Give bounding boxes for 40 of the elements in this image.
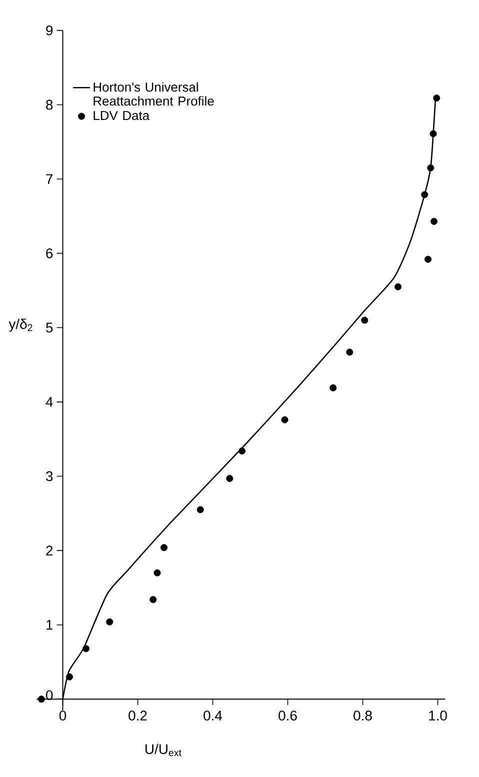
legend-label: Horton's Universal Reattachment Profile <box>94 82 214 106</box>
point <box>281 416 288 424</box>
y-axis-title: y/δ$_{2}$ <box>8 318 32 332</box>
point <box>38 696 45 703</box>
point <box>160 544 168 552</box>
point <box>424 256 432 263</box>
point <box>330 384 337 392</box>
x-tick-label: 0.4 <box>204 710 222 721</box>
x-tick-label: 0.8 <box>354 710 372 721</box>
x-tick-label: 1.0 <box>429 710 447 721</box>
x-axis-title: U/U$_{ext}$ <box>146 744 182 756</box>
y-tick-label: 2 <box>46 546 53 556</box>
y-tick-label: 6 <box>46 248 53 258</box>
x-tick-label: 0 <box>59 710 66 721</box>
y-tick-label: 5 <box>46 322 53 333</box>
point <box>421 191 428 198</box>
y-tick-label: 8 <box>46 100 53 110</box>
y-tick-label: 4 <box>46 397 53 407</box>
y-tick-label: 7 <box>46 174 53 184</box>
x-tick-label: 0.6 <box>278 710 297 721</box>
y-tick-label: 3 <box>46 471 53 482</box>
point <box>226 474 234 482</box>
point <box>346 348 354 356</box>
point <box>433 94 440 102</box>
x-tick-label: 0.2 <box>128 710 147 721</box>
legend-label: LDV Data <box>94 111 150 120</box>
point <box>106 618 114 626</box>
point <box>66 673 73 680</box>
point <box>196 506 204 514</box>
point <box>82 645 90 652</box>
y-tick-label: 1 <box>46 620 53 630</box>
point <box>150 596 157 604</box>
point <box>154 569 161 576</box>
y-tick-label: 9 <box>46 25 53 36</box>
point <box>394 283 402 290</box>
point <box>361 316 368 324</box>
point <box>430 130 437 138</box>
point <box>427 164 434 172</box>
point <box>430 218 438 225</box>
point <box>238 447 246 454</box>
